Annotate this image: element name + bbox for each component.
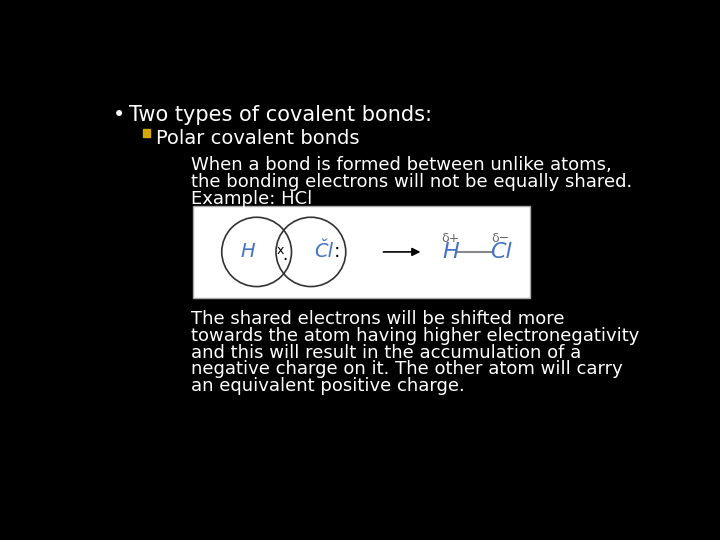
Text: The shared electrons will be shifted more: The shared electrons will be shifted mor… [191, 309, 564, 328]
Text: H: H [442, 242, 459, 262]
Text: :: : [334, 242, 341, 261]
Text: δ+: δ+ [441, 232, 459, 245]
Text: Cl: Cl [490, 242, 512, 262]
Text: an equivalent positive charge.: an equivalent positive charge. [191, 377, 464, 395]
Text: δ−: δ− [492, 232, 510, 245]
Text: the bonding electrons will not be equally shared.: the bonding electrons will not be equall… [191, 173, 632, 191]
Text: and this will result in the accumulation of a: and this will result in the accumulation… [191, 343, 581, 362]
Text: towards the atom having higher electronegativity: towards the atom having higher electrone… [191, 327, 639, 345]
Bar [193, 206, 530, 298]
Text: H: H [240, 242, 255, 261]
Text: Polar covalent bonds: Polar covalent bonds [156, 129, 359, 148]
Text: .: . [283, 246, 288, 264]
Text: •: • [113, 105, 125, 125]
Text: Two types of covalent bonds:: Two types of covalent bonds: [129, 105, 432, 125]
Text: When a bond is formed between unlike atoms,: When a bond is formed between unlike ato… [191, 156, 611, 174]
Text: negative charge on it. The other atom will carry: negative charge on it. The other atom wi… [191, 361, 623, 379]
Text: Example: HCl: Example: HCl [191, 190, 312, 207]
Polygon shape [143, 130, 150, 137]
Text: Čl: Čl [314, 242, 333, 261]
Text: x: x [277, 244, 284, 257]
